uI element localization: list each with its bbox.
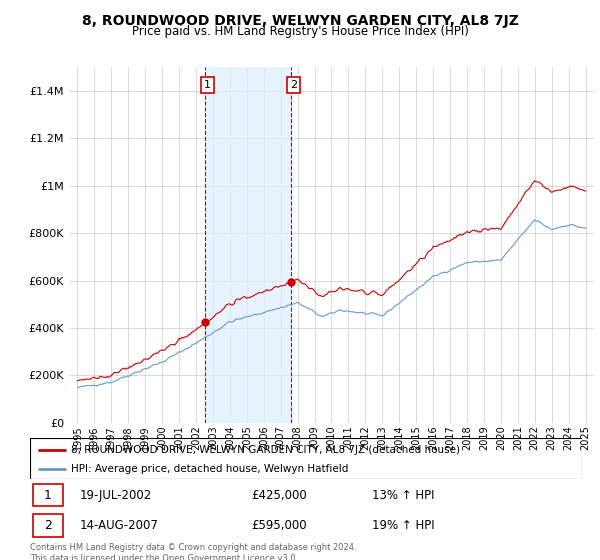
Bar xyxy=(33,514,63,536)
Text: 8, ROUNDWOOD DRIVE, WELWYN GARDEN CITY, AL8 7JZ: 8, ROUNDWOOD DRIVE, WELWYN GARDEN CITY, … xyxy=(82,14,518,28)
Bar xyxy=(205,67,291,423)
Text: Contains HM Land Registry data © Crown copyright and database right 2024.
This d: Contains HM Land Registry data © Crown c… xyxy=(30,543,356,560)
Text: £595,000: £595,000 xyxy=(251,519,307,532)
Text: 1: 1 xyxy=(204,80,211,90)
Text: 1: 1 xyxy=(44,488,52,502)
Text: 14-AUG-2007: 14-AUG-2007 xyxy=(80,519,158,532)
Text: 19% ↑ HPI: 19% ↑ HPI xyxy=(372,519,435,532)
Text: 13% ↑ HPI: 13% ↑ HPI xyxy=(372,488,435,502)
Text: 8, ROUNDWOOD DRIVE, WELWYN GARDEN CITY, AL8 7JZ (detached house): 8, ROUNDWOOD DRIVE, WELWYN GARDEN CITY, … xyxy=(71,445,460,455)
Text: £425,000: £425,000 xyxy=(251,488,307,502)
Text: 2: 2 xyxy=(290,80,297,90)
Text: Price paid vs. HM Land Registry's House Price Index (HPI): Price paid vs. HM Land Registry's House … xyxy=(131,25,469,38)
Text: 19-JUL-2002: 19-JUL-2002 xyxy=(80,488,152,502)
Text: 2: 2 xyxy=(44,519,52,532)
Text: HPI: Average price, detached house, Welwyn Hatfield: HPI: Average price, detached house, Welw… xyxy=(71,464,349,474)
Bar xyxy=(33,484,63,506)
